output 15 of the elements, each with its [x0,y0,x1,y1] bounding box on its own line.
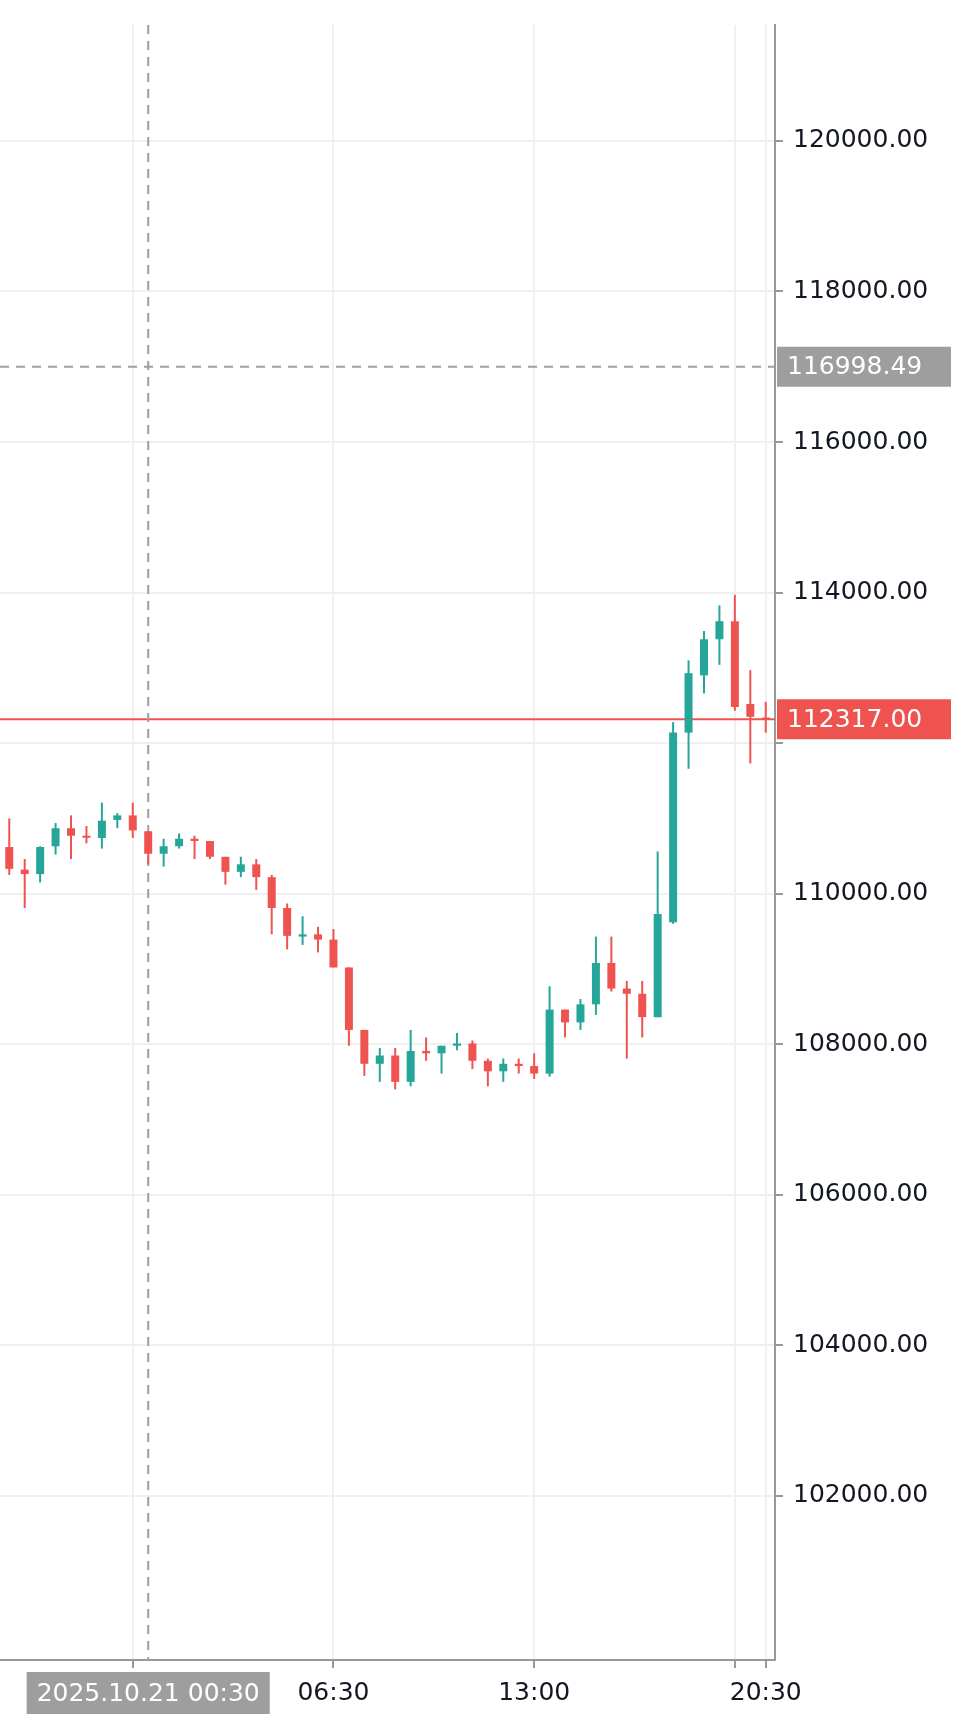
y-tick-label: 120000.00 [793,124,929,154]
x-tick-label: 13:00 [498,1676,571,1706]
ref-line-label: 112317.00 [787,703,923,733]
y-tick-label: 102000.00 [793,1479,929,1509]
ref-line-label: 2025.10.21 00:30 [36,1677,260,1707]
y-tick-label: 106000.00 [793,1178,929,1208]
x-tick-label: 20:30 [729,1676,802,1706]
y-tick-label: 118000.00 [793,274,929,304]
x-tick-label: 06:30 [297,1676,370,1706]
y-tick-label: 114000.00 [793,576,929,606]
y-tick-label: 108000.00 [793,1027,929,1057]
y-tick-label: 104000.00 [793,1328,929,1358]
ref-line-label: 116998.49 [787,351,923,381]
y-tick-label: 110000.00 [793,877,929,907]
y-tick-label: 116000.00 [793,425,929,455]
